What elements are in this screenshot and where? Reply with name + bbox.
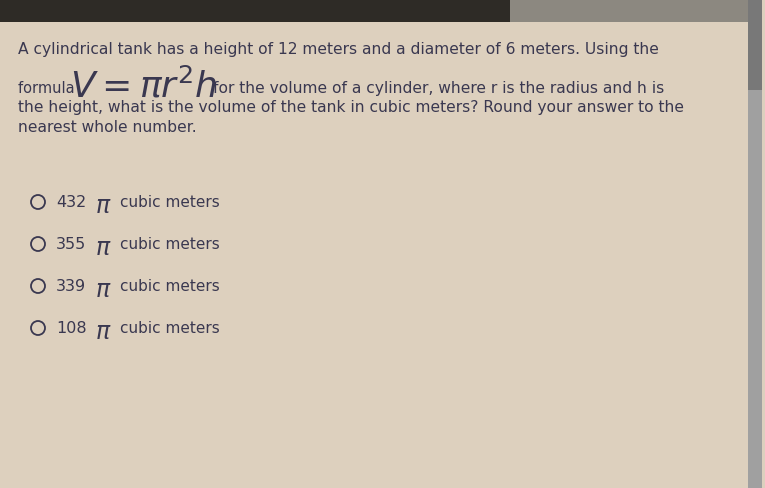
Text: cubic meters: cubic meters	[120, 321, 220, 336]
Text: $\pi$: $\pi$	[95, 194, 112, 218]
Bar	[748, 0, 762, 90]
Text: 355: 355	[56, 237, 86, 252]
Text: cubic meters: cubic meters	[120, 237, 220, 252]
Text: 108: 108	[56, 321, 86, 336]
Text: $V=\pi r^2h$: $V=\pi r^2h$	[70, 68, 216, 104]
Text: $\pi$: $\pi$	[95, 236, 112, 260]
Text: 432: 432	[56, 195, 86, 210]
Bar	[510, 0, 751, 22]
Text: the height, what is the volume of the tank in cubic meters? Round your answer to: the height, what is the volume of the ta…	[18, 100, 684, 115]
Text: $\pi$: $\pi$	[95, 278, 112, 302]
Text: cubic meters: cubic meters	[120, 279, 220, 294]
Text: 339: 339	[56, 279, 86, 294]
Bar	[0, 0, 510, 22]
Text: $\pi$: $\pi$	[95, 320, 112, 344]
Text: A cylindrical tank has a height of 12 meters and a diameter of 6 meters. Using t: A cylindrical tank has a height of 12 me…	[18, 42, 659, 57]
Text: for the volume of a cylinder, where r is the radius and h is: for the volume of a cylinder, where r is…	[213, 81, 664, 96]
Text: cubic meters: cubic meters	[120, 195, 220, 210]
Text: nearest whole number.: nearest whole number.	[18, 120, 197, 135]
Text: formula: formula	[18, 81, 80, 96]
Bar	[748, 0, 762, 488]
